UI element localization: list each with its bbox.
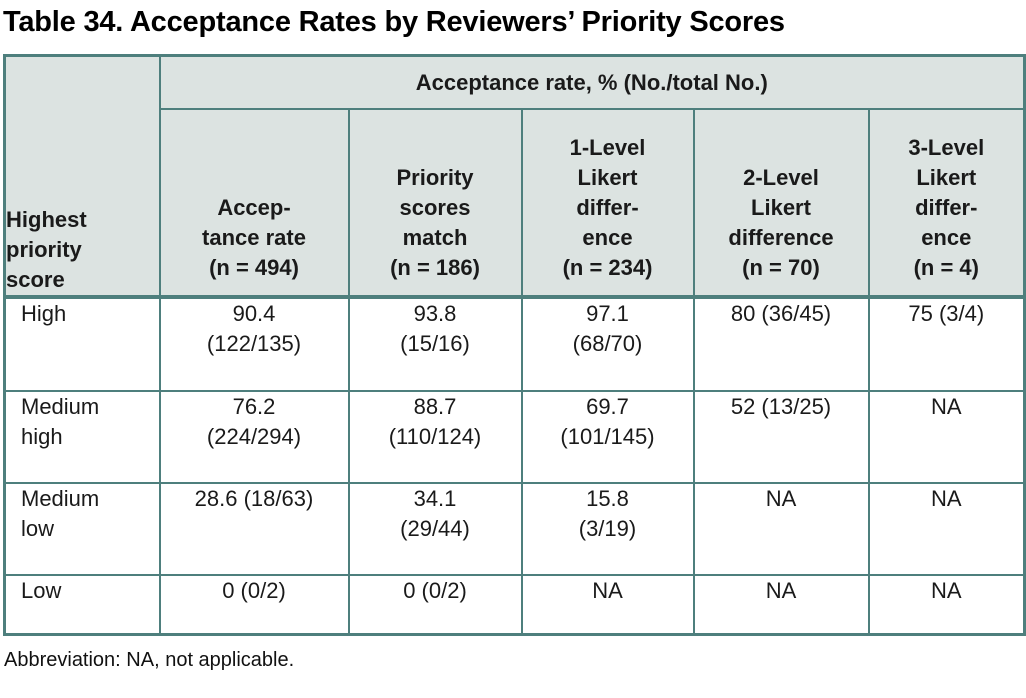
- column-header-2-level-likert: 2-Level Likert difference (n = 70): [692, 107, 870, 298]
- data-cell: 0 (0/2): [158, 573, 350, 636]
- acceptance-rates-table: Highest priority score Acceptance rate, …: [3, 54, 1026, 637]
- table-row-medium-low: Medium low 28.6 (18/63) 34.1 (29/44) 15.…: [3, 481, 1026, 576]
- data-cell: NA: [692, 573, 870, 636]
- row-header-label: Highest priority score: [3, 54, 161, 298]
- abbreviation-note: Abbreviation: NA, not applicable.: [4, 649, 295, 672]
- data-cell: 76.2 (224/294): [158, 389, 350, 484]
- column-header-1-level-likert: 1-Level Likert differ- ence (n = 234): [520, 107, 695, 298]
- row-label: Medium low: [3, 481, 161, 576]
- data-cell: NA: [867, 389, 1026, 484]
- row-label: Medium high: [3, 389, 161, 484]
- table-row-medium-high: Medium high 76.2 (224/294) 88.7 (110/124…: [3, 389, 1026, 484]
- column-header-priority-scores-match: Priority scores match (n = 186): [347, 107, 523, 298]
- data-cell: 28.6 (18/63): [158, 481, 350, 576]
- data-cell: 75 (3/4): [867, 294, 1026, 392]
- data-cell: 52 (13/25): [692, 389, 870, 484]
- table-body: High 90.4 (122/135) 93.8 (15/16) 97.1 (6…: [3, 294, 1026, 636]
- data-cell: 0 (0/2): [347, 573, 523, 636]
- data-cell: 34.1 (29/44): [347, 481, 523, 576]
- data-cell: 90.4 (122/135): [158, 294, 350, 392]
- data-cell: 69.7 (101/145): [520, 389, 695, 484]
- table-row-low: Low 0 (0/2) 0 (0/2) NA NA NA: [3, 573, 1026, 636]
- data-cell: NA: [520, 573, 695, 636]
- column-header-3-level-likert: 3-Level Likert differ- ence (n = 4): [867, 107, 1026, 298]
- data-cell: 97.1 (68/70): [520, 294, 695, 392]
- data-cell: NA: [867, 573, 1026, 636]
- table-row-high: High 90.4 (122/135) 93.8 (15/16) 97.1 (6…: [3, 294, 1026, 392]
- data-cell: 93.8 (15/16): [347, 294, 523, 392]
- data-cell: NA: [692, 481, 870, 576]
- span-header-acceptance-rate: Acceptance rate, % (No./total No.): [158, 54, 1026, 110]
- table-title: Table 34. Acceptance Rates by Reviewers’…: [3, 6, 785, 38]
- data-cell: 80 (36/45): [692, 294, 870, 392]
- table-header: Highest priority score Acceptance rate, …: [3, 54, 1026, 298]
- row-label: High: [3, 294, 161, 392]
- data-cell: 15.8 (3/19): [520, 481, 695, 576]
- column-header-acceptance-rate: Accep- tance rate (n = 494): [158, 107, 350, 298]
- data-cell: 88.7 (110/124): [347, 389, 523, 484]
- data-cell: NA: [867, 481, 1026, 576]
- row-label: Low: [3, 573, 161, 636]
